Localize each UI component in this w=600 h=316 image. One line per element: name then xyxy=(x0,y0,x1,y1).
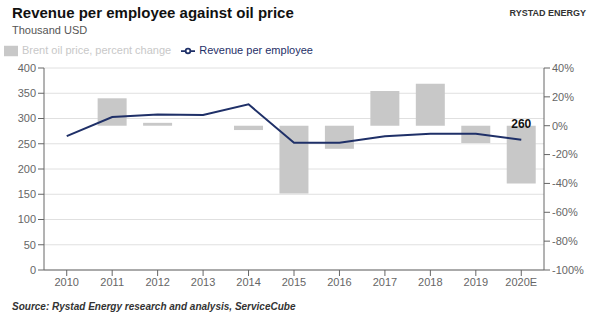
svg-text:100: 100 xyxy=(18,213,36,225)
svg-text:200: 200 xyxy=(18,163,36,175)
svg-text:0%: 0% xyxy=(552,120,568,132)
svg-text:-20%: -20% xyxy=(552,148,578,160)
svg-text:-60%: -60% xyxy=(552,206,578,218)
html-text:RYSTAD ENERGY: RYSTAD ENERGY xyxy=(509,8,586,18)
svg-text:2012: 2012 xyxy=(145,276,169,288)
svg-text:2018: 2018 xyxy=(418,276,442,288)
html-text:Thousand USD: Thousand USD xyxy=(12,24,88,36)
html-text:Source: Rystad Energy research: Source: Rystad Energy research and analy… xyxy=(12,301,296,312)
svg-text:250: 250 xyxy=(18,138,36,150)
svg-text:2011: 2011 xyxy=(100,276,124,288)
html-text:Revenue per employee against o: Revenue per employee against oil price xyxy=(12,4,294,21)
html-text:Revenue per employee: Revenue per employee xyxy=(199,44,313,56)
svg-text:50: 50 xyxy=(24,239,36,251)
svg-text:400: 400 xyxy=(18,62,36,74)
svg-text:0: 0 xyxy=(30,264,36,276)
svg-text:2014: 2014 xyxy=(236,276,260,288)
svg-text:2010: 2010 xyxy=(54,276,78,288)
html-text:Brent oil price, percent chang: Brent oil price, percent change xyxy=(22,44,172,56)
svg-text:2016: 2016 xyxy=(327,276,351,288)
svg-text:2019: 2019 xyxy=(464,276,488,288)
svg-text:40%: 40% xyxy=(552,62,574,74)
svg-text:2020E: 2020E xyxy=(505,276,537,288)
svg-text:2013: 2013 xyxy=(191,276,215,288)
svg-text:-80%: -80% xyxy=(552,235,578,247)
svg-text:260: 260 xyxy=(511,117,531,131)
svg-text:150: 150 xyxy=(18,188,36,200)
svg-text:300: 300 xyxy=(18,112,36,124)
svg-text:-40%: -40% xyxy=(552,177,578,189)
svg-text:20%: 20% xyxy=(552,91,574,103)
svg-text:-100%: -100% xyxy=(552,264,584,276)
svg-text:2015: 2015 xyxy=(282,276,306,288)
svg-text:2017: 2017 xyxy=(373,276,397,288)
svg-text:350: 350 xyxy=(18,87,36,99)
